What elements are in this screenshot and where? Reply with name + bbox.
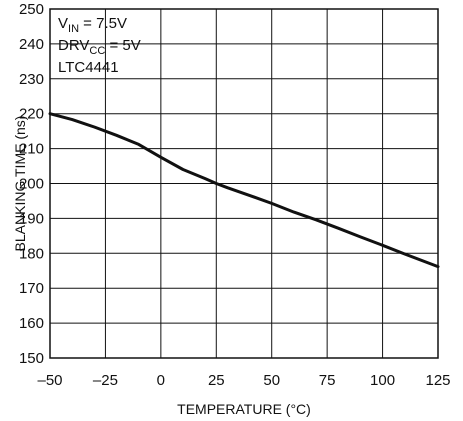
x-tick-label: 0: [157, 372, 165, 389]
y-tick-label: 160: [19, 315, 44, 332]
x-axis-label: TEMPERATURE (°C): [177, 401, 311, 417]
annotation-vin: VIN = 7.5V: [58, 15, 127, 35]
series-layer: [48, 112, 440, 269]
y-tick-labels: 150 160 170 180 190 200 210 220 230 240 250: [19, 1, 44, 367]
condition-annotation: VIN = 7.5V DRVCC = 5V LTC4441: [58, 15, 141, 76]
x-tick-label: –25: [93, 372, 118, 389]
y-axis-label: BLANKING TIME (ns): [12, 116, 28, 252]
x-tick-label: 50: [263, 372, 280, 389]
y-tick-label: 180: [19, 245, 44, 262]
annotation-drvcc: DRVCC = 5V: [58, 37, 141, 57]
y-tick-label: 240: [19, 36, 44, 53]
y-tick-label: 250: [19, 1, 44, 18]
x-tick-label: 100: [370, 372, 395, 389]
y-tick-label: 230: [19, 71, 44, 88]
y-tick-label: 210: [19, 141, 44, 158]
y-tick-label: 170: [19, 280, 44, 297]
x-tick-label: 25: [208, 372, 225, 389]
x-tick-label: –50: [37, 372, 62, 389]
x-tick-label: 75: [319, 372, 336, 389]
x-tick-labels: –50 –25 0 25 50 75 100 125: [37, 372, 450, 389]
grid: [50, 9, 438, 358]
y-tick-label: 190: [19, 210, 44, 227]
plot-frame: [49, 8, 439, 359]
annotation-part-number: LTC4441: [58, 59, 119, 76]
y-tick-label: 150: [19, 350, 44, 367]
y-tick-label: 220: [19, 106, 44, 123]
y-tick-label: 200: [19, 176, 44, 193]
x-tick-label: 125: [425, 372, 450, 389]
series-line: [48, 112, 440, 269]
